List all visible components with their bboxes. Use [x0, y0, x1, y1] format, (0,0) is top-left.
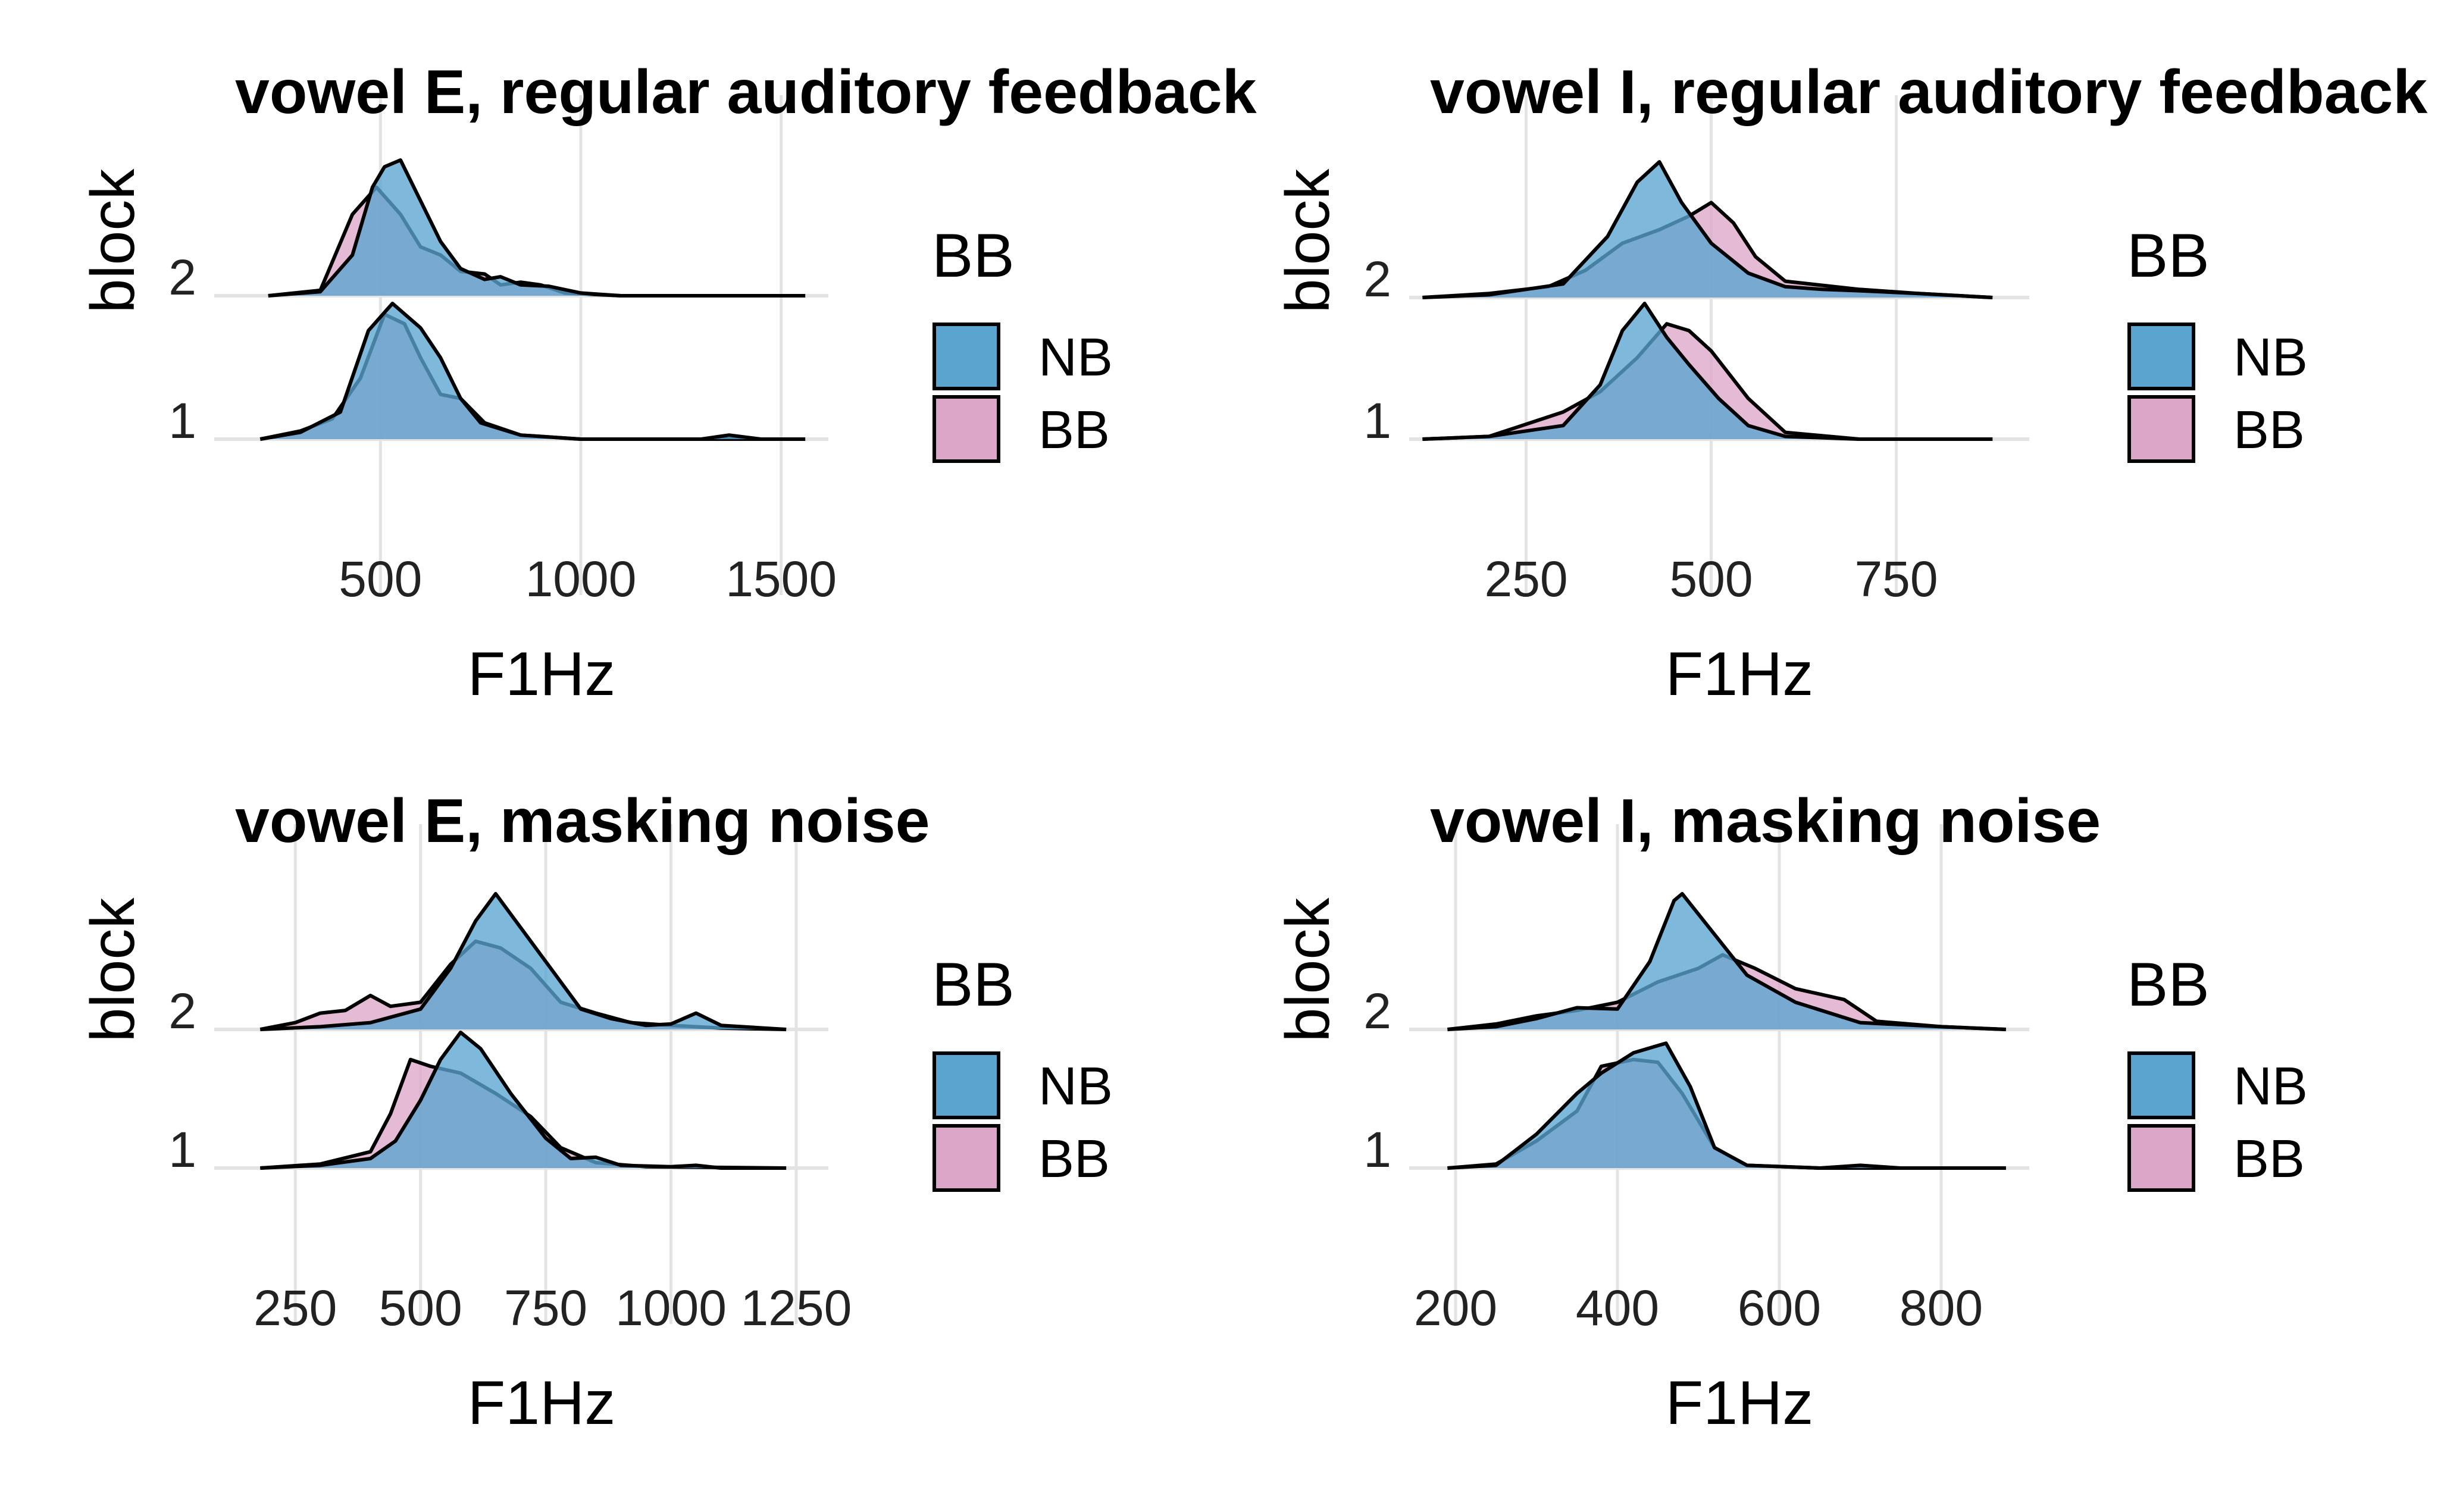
- density-outline-nb: [260, 1031, 787, 1170]
- density-outline-nb: [259, 302, 806, 441]
- density-outline-nb: [1422, 302, 1993, 441]
- y-tick-label: 2: [168, 983, 196, 1039]
- legend: BB NB BB: [2127, 950, 2308, 1192]
- legend-title: BB: [2127, 221, 2210, 290]
- x-tick-label: 750: [1854, 551, 1938, 607]
- chart-panel: vowel I, regular auditory feedback block 1…: [1273, 58, 2427, 709]
- legend-title: BB: [932, 221, 1015, 290]
- x-tick-label: 1000: [615, 1280, 727, 1336]
- legend-label: NB: [2233, 328, 2308, 387]
- y-axis-label: block: [1273, 168, 1343, 314]
- legend-swatch-nb: [2127, 323, 2195, 390]
- x-tick-label: 250: [254, 1280, 337, 1336]
- y-tick-label: 1: [1363, 1122, 1391, 1178]
- x-tick-label: 600: [1738, 1280, 1821, 1336]
- chart-panel: vowel E, masking noise block 1 2 250 500 750 10…: [79, 787, 1113, 1438]
- density-ridge-nb: [268, 160, 806, 296]
- legend-label: NB: [2233, 1057, 2308, 1116]
- x-tick-label: 1500: [725, 551, 837, 607]
- legend: BB NB BB: [932, 950, 1113, 1192]
- density-outline-bb: [1422, 322, 1993, 441]
- chart-panel: vowel I, masking noise block 1 2 200 400 600 80…: [1273, 787, 2308, 1438]
- legend: BB NB BB: [2127, 221, 2308, 463]
- density-ridge-nb: [1422, 162, 1993, 298]
- legend-swatch-bb: [933, 1124, 1000, 1192]
- legend-swatch-bb: [933, 395, 1000, 463]
- density-outline-nb: [1422, 160, 1993, 299]
- legend-label: NB: [1038, 1057, 1113, 1116]
- legend-label: BB: [1038, 400, 1110, 460]
- legend-swatch-nb: [933, 1051, 1000, 1119]
- x-axis-label: F1Hz: [468, 640, 615, 709]
- y-tick-label: 2: [168, 249, 196, 305]
- legend-label: NB: [1038, 328, 1113, 387]
- y-axis-label: block: [79, 897, 148, 1043]
- density-ridge-bb: [1422, 324, 1993, 439]
- x-tick-label: 1000: [525, 551, 637, 607]
- legend-swatch-bb: [2127, 1124, 2195, 1192]
- x-axis-label: F1Hz: [1666, 640, 1813, 709]
- y-tick-label: 1: [1363, 393, 1391, 449]
- x-tick-label: 500: [339, 551, 422, 607]
- density-outline-nb: [1447, 892, 2006, 1031]
- x-axis-label: F1Hz: [1666, 1369, 1813, 1438]
- legend-label: BB: [2233, 1129, 2305, 1189]
- density-outline-nb: [268, 158, 806, 298]
- y-axis-label: block: [1273, 897, 1343, 1043]
- y-tick-label: 2: [1363, 251, 1391, 307]
- panel-title: vowel E, regular auditory feedback: [235, 58, 1257, 127]
- density-ridge-nb: [1447, 894, 2006, 1029]
- density-outline-bb: [1422, 201, 1993, 299]
- x-axis-label: F1Hz: [468, 1369, 615, 1438]
- legend-label: BB: [2233, 400, 2305, 460]
- y-tick-label: 1: [168, 393, 196, 449]
- x-tick-label: 500: [1669, 551, 1753, 607]
- density-outline-nb: [1447, 1041, 2006, 1170]
- x-tick-label: 800: [1900, 1280, 1983, 1336]
- density-ridge-nb: [1422, 303, 1993, 439]
- x-tick-label: 500: [379, 1280, 462, 1336]
- chart-panel: vowel E, regular auditory feedback block 1…: [79, 58, 1257, 709]
- y-tick-label: 1: [168, 1122, 196, 1178]
- density-ridge-nb: [260, 303, 806, 439]
- legend-title: BB: [2127, 950, 2210, 1019]
- density-ridge-nb: [260, 1032, 787, 1168]
- legend-label: BB: [1038, 1129, 1110, 1189]
- legend-title: BB: [932, 950, 1015, 1019]
- legend-swatch-nb: [933, 323, 1000, 390]
- density-outline-nb: [260, 892, 787, 1031]
- x-tick-label: 750: [504, 1280, 587, 1336]
- y-axis-label: block: [79, 168, 148, 314]
- x-tick-label: 400: [1576, 1280, 1659, 1336]
- x-tick-label: 250: [1485, 551, 1568, 607]
- panel-title: vowel I, masking noise: [1430, 787, 2101, 856]
- y-tick-label: 2: [1363, 983, 1391, 1039]
- legend: BB NB BB: [932, 221, 1113, 463]
- panel-title: vowel I, regular auditory feedback: [1430, 58, 2427, 127]
- density-ridge-nb: [1447, 1043, 2006, 1168]
- x-tick-label: 200: [1414, 1280, 1497, 1336]
- x-tick-label: 1250: [740, 1280, 852, 1336]
- panel-title: vowel E, masking noise: [235, 787, 930, 856]
- legend-swatch-nb: [2127, 1051, 2195, 1119]
- density-ridge-nb: [260, 894, 787, 1029]
- legend-swatch-bb: [2127, 395, 2195, 463]
